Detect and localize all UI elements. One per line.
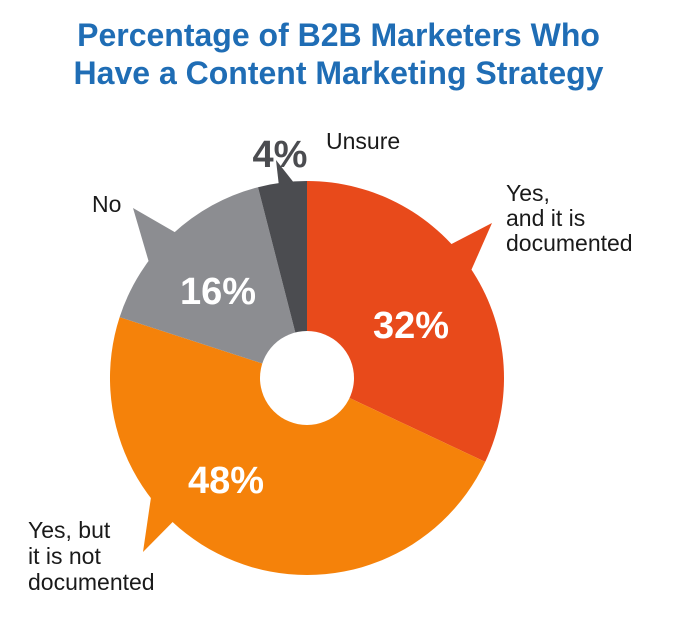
category-label-yes-documented: Yes, and it is documented (506, 180, 633, 256)
value-label-yes-documented: 32% (373, 305, 449, 347)
category-label-unsure: Unsure (326, 128, 400, 154)
pointer-yes-not-documented (143, 495, 175, 552)
chart-title-line-1: Percentage of B2B Marketers Who (77, 17, 600, 53)
pointer-unsure (276, 160, 295, 186)
category-label-yes-not-documented: Yes, but it is not documented (28, 517, 155, 595)
value-label-group: 32% 48% 16% 4% (180, 134, 449, 502)
category-label-group: Yes, and it is documented Yes, but it is… (28, 128, 633, 595)
slice-unsure (258, 181, 307, 378)
value-label-no: 16% (180, 271, 256, 313)
slice-group (109, 160, 504, 576)
donut-hole (260, 331, 354, 425)
pointer-no (133, 208, 177, 264)
chart-title-line-2: Have a Content Marketing Strategy (73, 55, 604, 91)
slice-no (119, 187, 307, 378)
value-label-yes-not-documented: 48% (188, 460, 264, 502)
pointer-yes-documented (449, 223, 492, 272)
chart-title: Percentage of B2B Marketers Who Have a C… (0, 16, 677, 92)
category-label-no: No (92, 191, 121, 217)
value-label-unsure: 4% (253, 134, 308, 176)
slice-yes-not-documented (109, 317, 486, 576)
